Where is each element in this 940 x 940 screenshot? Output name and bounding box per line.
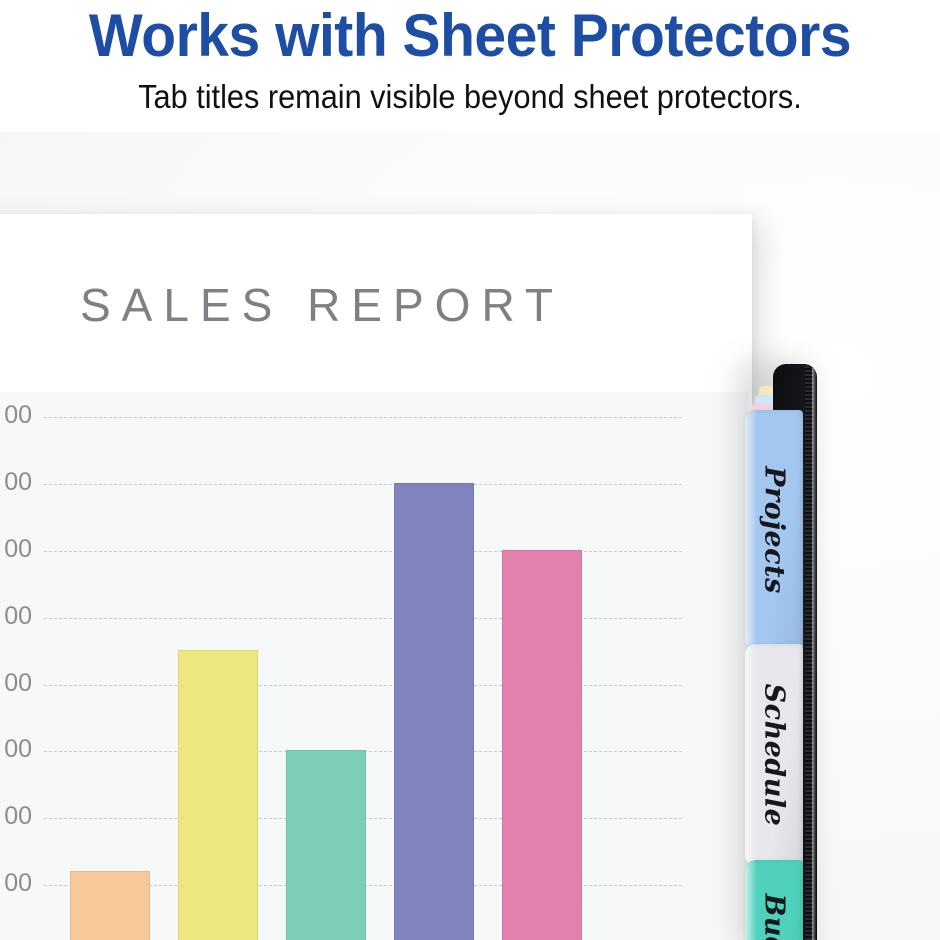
y-axis-tick-label: 00 (4, 735, 32, 764)
y-axis-tick-label: 00 (4, 401, 32, 429)
header-band: Works with Sheet Protectors Tab titles r… (0, 0, 940, 132)
chart-bar (502, 549, 582, 940)
tab-divider-label: Schedule (758, 683, 790, 827)
tab-divider[interactable]: Schedule (745, 644, 803, 866)
chart-bar (70, 870, 150, 940)
y-axis-tick-label: 00 (4, 467, 32, 496)
tab-divider[interactable]: Projects (745, 410, 803, 650)
binder-with-tab-dividers: Projects Schedule Budget (733, 352, 823, 940)
bar-chart: 00 00 00 00 00 00 00 00 (0, 392, 748, 940)
gridline (44, 684, 682, 686)
gridline (44, 617, 682, 619)
sales-report-document: SALES REPORT 00 00 00 00 00 00 00 00 (0, 216, 748, 940)
chart-bar (286, 750, 366, 940)
binder-cover-edge (805, 366, 814, 940)
chart-bar (178, 650, 258, 940)
gridline (44, 483, 682, 485)
gridline (44, 550, 682, 552)
page-title: Works with Sheet Protectors (88, 2, 852, 69)
y-axis-tick-label: 00 (4, 869, 32, 898)
document-heading: SALES REPORT (80, 279, 564, 331)
y-axis-tick-label: 00 (4, 601, 32, 630)
page-subtitle: Tab titles remain visible beyond sheet p… (138, 78, 802, 115)
y-axis-tick-label: 00 (4, 802, 32, 831)
binder-edge-highlight (812, 368, 816, 940)
y-axis-tick-label: 00 (4, 534, 32, 563)
gridline (44, 417, 682, 418)
tab-divider[interactable]: Budget (745, 860, 803, 940)
tab-divider-label: Budget (759, 894, 790, 940)
y-axis-tick-label: 00 (4, 668, 32, 697)
chart-bar (394, 482, 474, 940)
tab-divider-label: Projects (758, 466, 790, 594)
